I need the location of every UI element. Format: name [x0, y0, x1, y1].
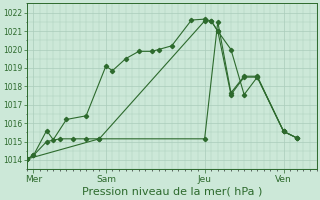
- X-axis label: Pression niveau de la mer( hPa ): Pression niveau de la mer( hPa ): [82, 187, 262, 197]
